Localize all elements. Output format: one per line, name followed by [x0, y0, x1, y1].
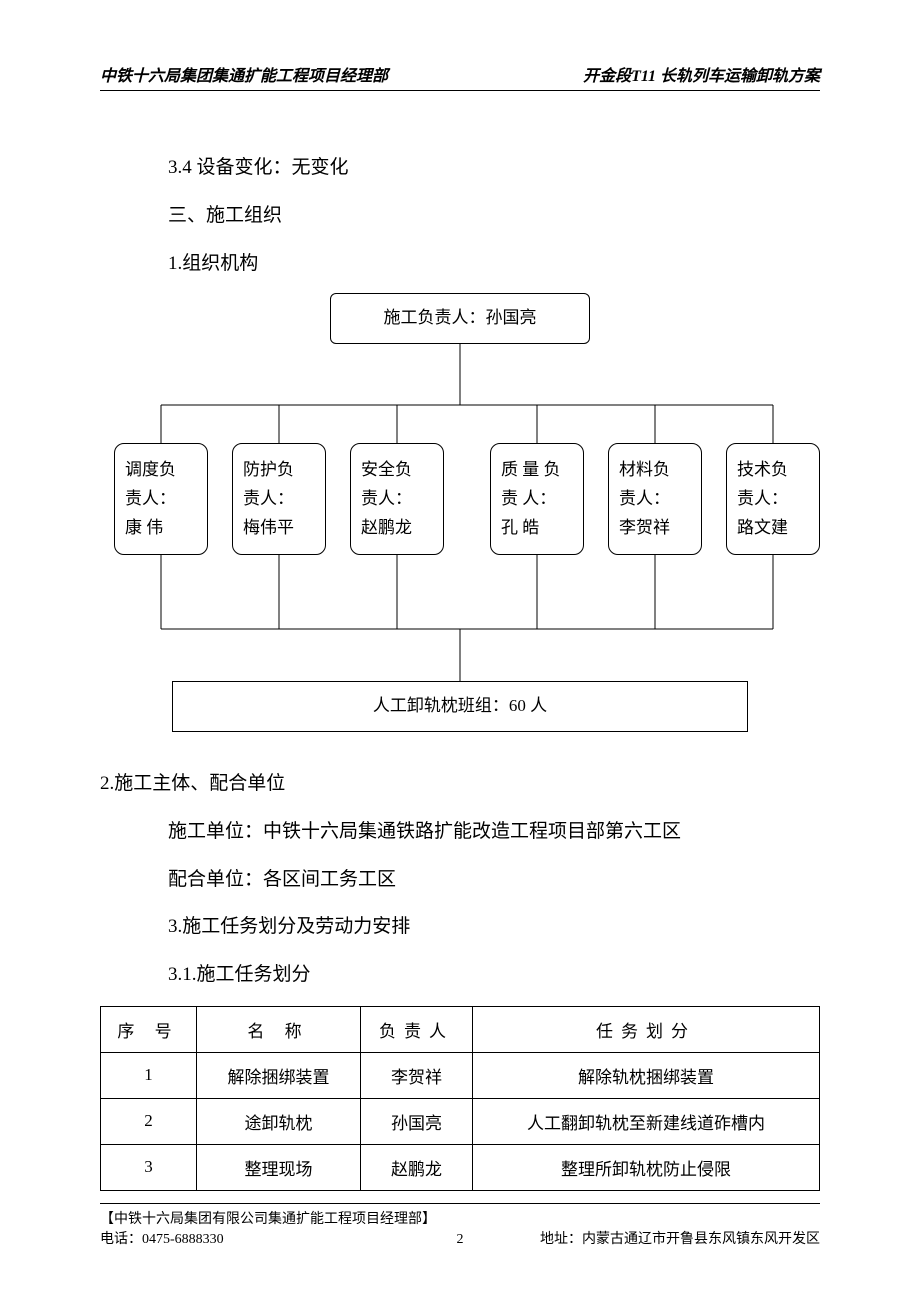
td: 1 — [101, 1052, 197, 1098]
table-row: 1 解除捆绑装置 李贺祥 解除轨枕捆绑装置 — [101, 1052, 820, 1098]
org-mid-5-l3: 李贺祥 — [619, 514, 691, 543]
org-mid-4-l3: 孔 皓 — [501, 514, 573, 543]
org-mid-2-l2: 责人： — [243, 485, 315, 514]
header-left: 中铁十六局集团集通扩能工程项目经理部 — [100, 62, 388, 86]
th-name: 名 称 — [197, 1006, 361, 1052]
para-section-3: 三、施工组织 — [168, 197, 820, 235]
org-mid-2-l1: 防护负 — [243, 456, 315, 485]
td: 整理现场 — [197, 1144, 361, 1190]
table-row: 2 途卸轨枕 孙国亮 人工翻卸轨枕至新建线道砟槽内 — [101, 1098, 820, 1144]
org-mid-6-l3: 路文建 — [737, 514, 809, 543]
td: 2 — [101, 1098, 197, 1144]
org-mid-4-l1: 质 量 负 — [501, 456, 573, 485]
org-mid-3: 安全负 责人： 赵鹏龙 — [350, 443, 444, 555]
org-mid-1: 调度负 责人： 康 伟 — [114, 443, 208, 555]
td: 途卸轨枕 — [197, 1098, 361, 1144]
org-mid-3-l1: 安全负 — [361, 456, 433, 485]
org-mid-5: 材料负 责人： 李贺祥 — [608, 443, 702, 555]
table-header-row: 序 号 名 称 负责人 任务划分 — [101, 1006, 820, 1052]
task-table: 序 号 名 称 负责人 任务划分 1 解除捆绑装置 李贺祥 解除轨枕捆绑装置 2… — [100, 1006, 820, 1191]
org-mid-6-l1: 技术负 — [737, 456, 809, 485]
td: 孙国亮 — [361, 1098, 473, 1144]
td: 整理所卸轨枕防止侵限 — [473, 1144, 820, 1190]
td: 解除捆绑装置 — [197, 1052, 361, 1098]
page-footer: 【中铁十六局集团有限公司集通扩能工程项目经理部】 电话：0475-6888330… — [100, 1203, 820, 1248]
org-bottom-box: 人工卸轨枕班组：60 人 — [172, 681, 748, 732]
org-mid-2-l3: 梅伟平 — [243, 514, 315, 543]
org-mid-1-l2: 责人： — [125, 485, 197, 514]
sec2-line3: 配合单位：各区间工务工区 — [168, 859, 820, 901]
sec2-line2: 施工单位：中铁十六局集通铁路扩能改造工程项目部第六工区 — [168, 811, 820, 853]
org-mid-3-l3: 赵鹏龙 — [361, 514, 433, 543]
org-mid-4: 质 量 负 责 人： 孔 皓 — [490, 443, 584, 555]
org-mid-1-l1: 调度负 — [125, 456, 197, 485]
th-task: 任务划分 — [473, 1006, 820, 1052]
footer-rule: 【中铁十六局集团有限公司集通扩能工程项目经理部】 电话：0475-6888330… — [100, 1203, 820, 1248]
org-mid-6: 技术负 责人： 路文建 — [726, 443, 820, 555]
sec2-title: 2.施工主体、配合单位 — [100, 763, 820, 805]
page-number: 2 — [100, 1232, 820, 1248]
sec2-line4: 3.施工任务划分及劳动力安排 — [168, 906, 820, 948]
td: 3 — [101, 1144, 197, 1190]
section-2: 2.施工主体、配合单位 施工单位：中铁十六局集通铁路扩能改造工程项目部第六工区 … — [100, 763, 820, 996]
th-person: 负责人 — [361, 1006, 473, 1052]
sec2-line5: 3.1.施工任务划分 — [168, 954, 820, 996]
org-mid-6-l2: 责人： — [737, 485, 809, 514]
org-chart: 施工负责人：孙国亮 调度负 责人： 康 伟 防护负 责人： 梅伟平 安全负 责人… — [100, 293, 820, 733]
table-row: 3 整理现场 赵鹏龙 整理所卸轨枕防止侵限 — [101, 1144, 820, 1190]
page-header: 中铁十六局集团集通扩能工程项目经理部 开金段T11 长轨列车运输卸轨方案 — [100, 62, 820, 91]
td: 解除轨枕捆绑装置 — [473, 1052, 820, 1098]
body-paragraphs: 3.4 设备变化：无变化 三、施工组织 1.组织机构 — [100, 149, 820, 283]
org-mid-2: 防护负 责人： 梅伟平 — [232, 443, 326, 555]
org-mid-3-l2: 责人： — [361, 485, 433, 514]
footer-org: 【中铁十六局集团有限公司集通扩能工程项目经理部】 — [100, 1208, 820, 1228]
org-mid-1-l3: 康 伟 — [125, 514, 197, 543]
td: 赵鹏龙 — [361, 1144, 473, 1190]
org-mid-4-l2: 责 人： — [501, 485, 573, 514]
org-mid-5-l2: 责人： — [619, 485, 691, 514]
para-3-4: 3.4 设备变化：无变化 — [168, 149, 820, 187]
header-right: 开金段T11 长轨列车运输卸轨方案 — [583, 62, 820, 86]
th-seq: 序 号 — [101, 1006, 197, 1052]
org-top-box: 施工负责人：孙国亮 — [330, 293, 590, 344]
td: 李贺祥 — [361, 1052, 473, 1098]
org-chart-lines — [100, 293, 820, 733]
para-1-org: 1.组织机构 — [168, 245, 820, 283]
org-mid-5-l1: 材料负 — [619, 456, 691, 485]
td: 人工翻卸轨枕至新建线道砟槽内 — [473, 1098, 820, 1144]
